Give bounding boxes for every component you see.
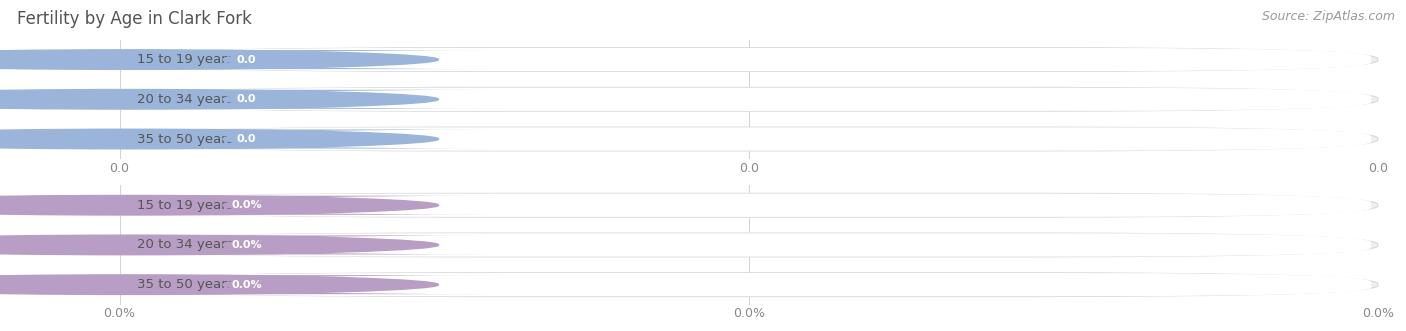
Text: 15 to 19 years: 15 to 19 years <box>138 199 233 212</box>
FancyBboxPatch shape <box>120 48 1378 71</box>
FancyBboxPatch shape <box>127 233 1371 257</box>
FancyBboxPatch shape <box>120 127 1378 151</box>
Text: 35 to 50 years: 35 to 50 years <box>138 132 233 146</box>
Circle shape <box>0 50 439 70</box>
Circle shape <box>0 195 439 215</box>
Circle shape <box>0 275 439 295</box>
FancyBboxPatch shape <box>127 127 1371 151</box>
FancyBboxPatch shape <box>120 233 1378 257</box>
Text: 20 to 34 years: 20 to 34 years <box>138 93 233 106</box>
Circle shape <box>0 129 439 149</box>
Text: 0.0%: 0.0% <box>232 240 262 250</box>
Text: 20 to 34 years: 20 to 34 years <box>138 238 233 252</box>
FancyBboxPatch shape <box>0 90 499 109</box>
FancyBboxPatch shape <box>127 194 1371 217</box>
Text: Source: ZipAtlas.com: Source: ZipAtlas.com <box>1261 10 1395 23</box>
Text: 0.0: 0.0 <box>236 55 256 65</box>
Text: 15 to 19 years: 15 to 19 years <box>138 53 233 66</box>
FancyBboxPatch shape <box>120 193 1378 217</box>
FancyBboxPatch shape <box>0 129 499 149</box>
FancyBboxPatch shape <box>127 88 1371 111</box>
FancyBboxPatch shape <box>120 87 1378 111</box>
Text: Fertility by Age in Clark Fork: Fertility by Age in Clark Fork <box>17 10 252 28</box>
Text: 0.0%: 0.0% <box>232 280 262 290</box>
FancyBboxPatch shape <box>120 273 1378 297</box>
Text: 0.0%: 0.0% <box>232 200 262 210</box>
Circle shape <box>0 89 439 109</box>
FancyBboxPatch shape <box>0 196 499 215</box>
FancyBboxPatch shape <box>0 235 499 255</box>
Circle shape <box>0 235 439 255</box>
FancyBboxPatch shape <box>0 275 499 294</box>
FancyBboxPatch shape <box>127 273 1371 296</box>
Text: 0.0: 0.0 <box>236 94 256 104</box>
FancyBboxPatch shape <box>127 48 1371 71</box>
FancyBboxPatch shape <box>0 50 499 69</box>
Text: 0.0: 0.0 <box>236 134 256 144</box>
Text: 35 to 50 years: 35 to 50 years <box>138 278 233 291</box>
